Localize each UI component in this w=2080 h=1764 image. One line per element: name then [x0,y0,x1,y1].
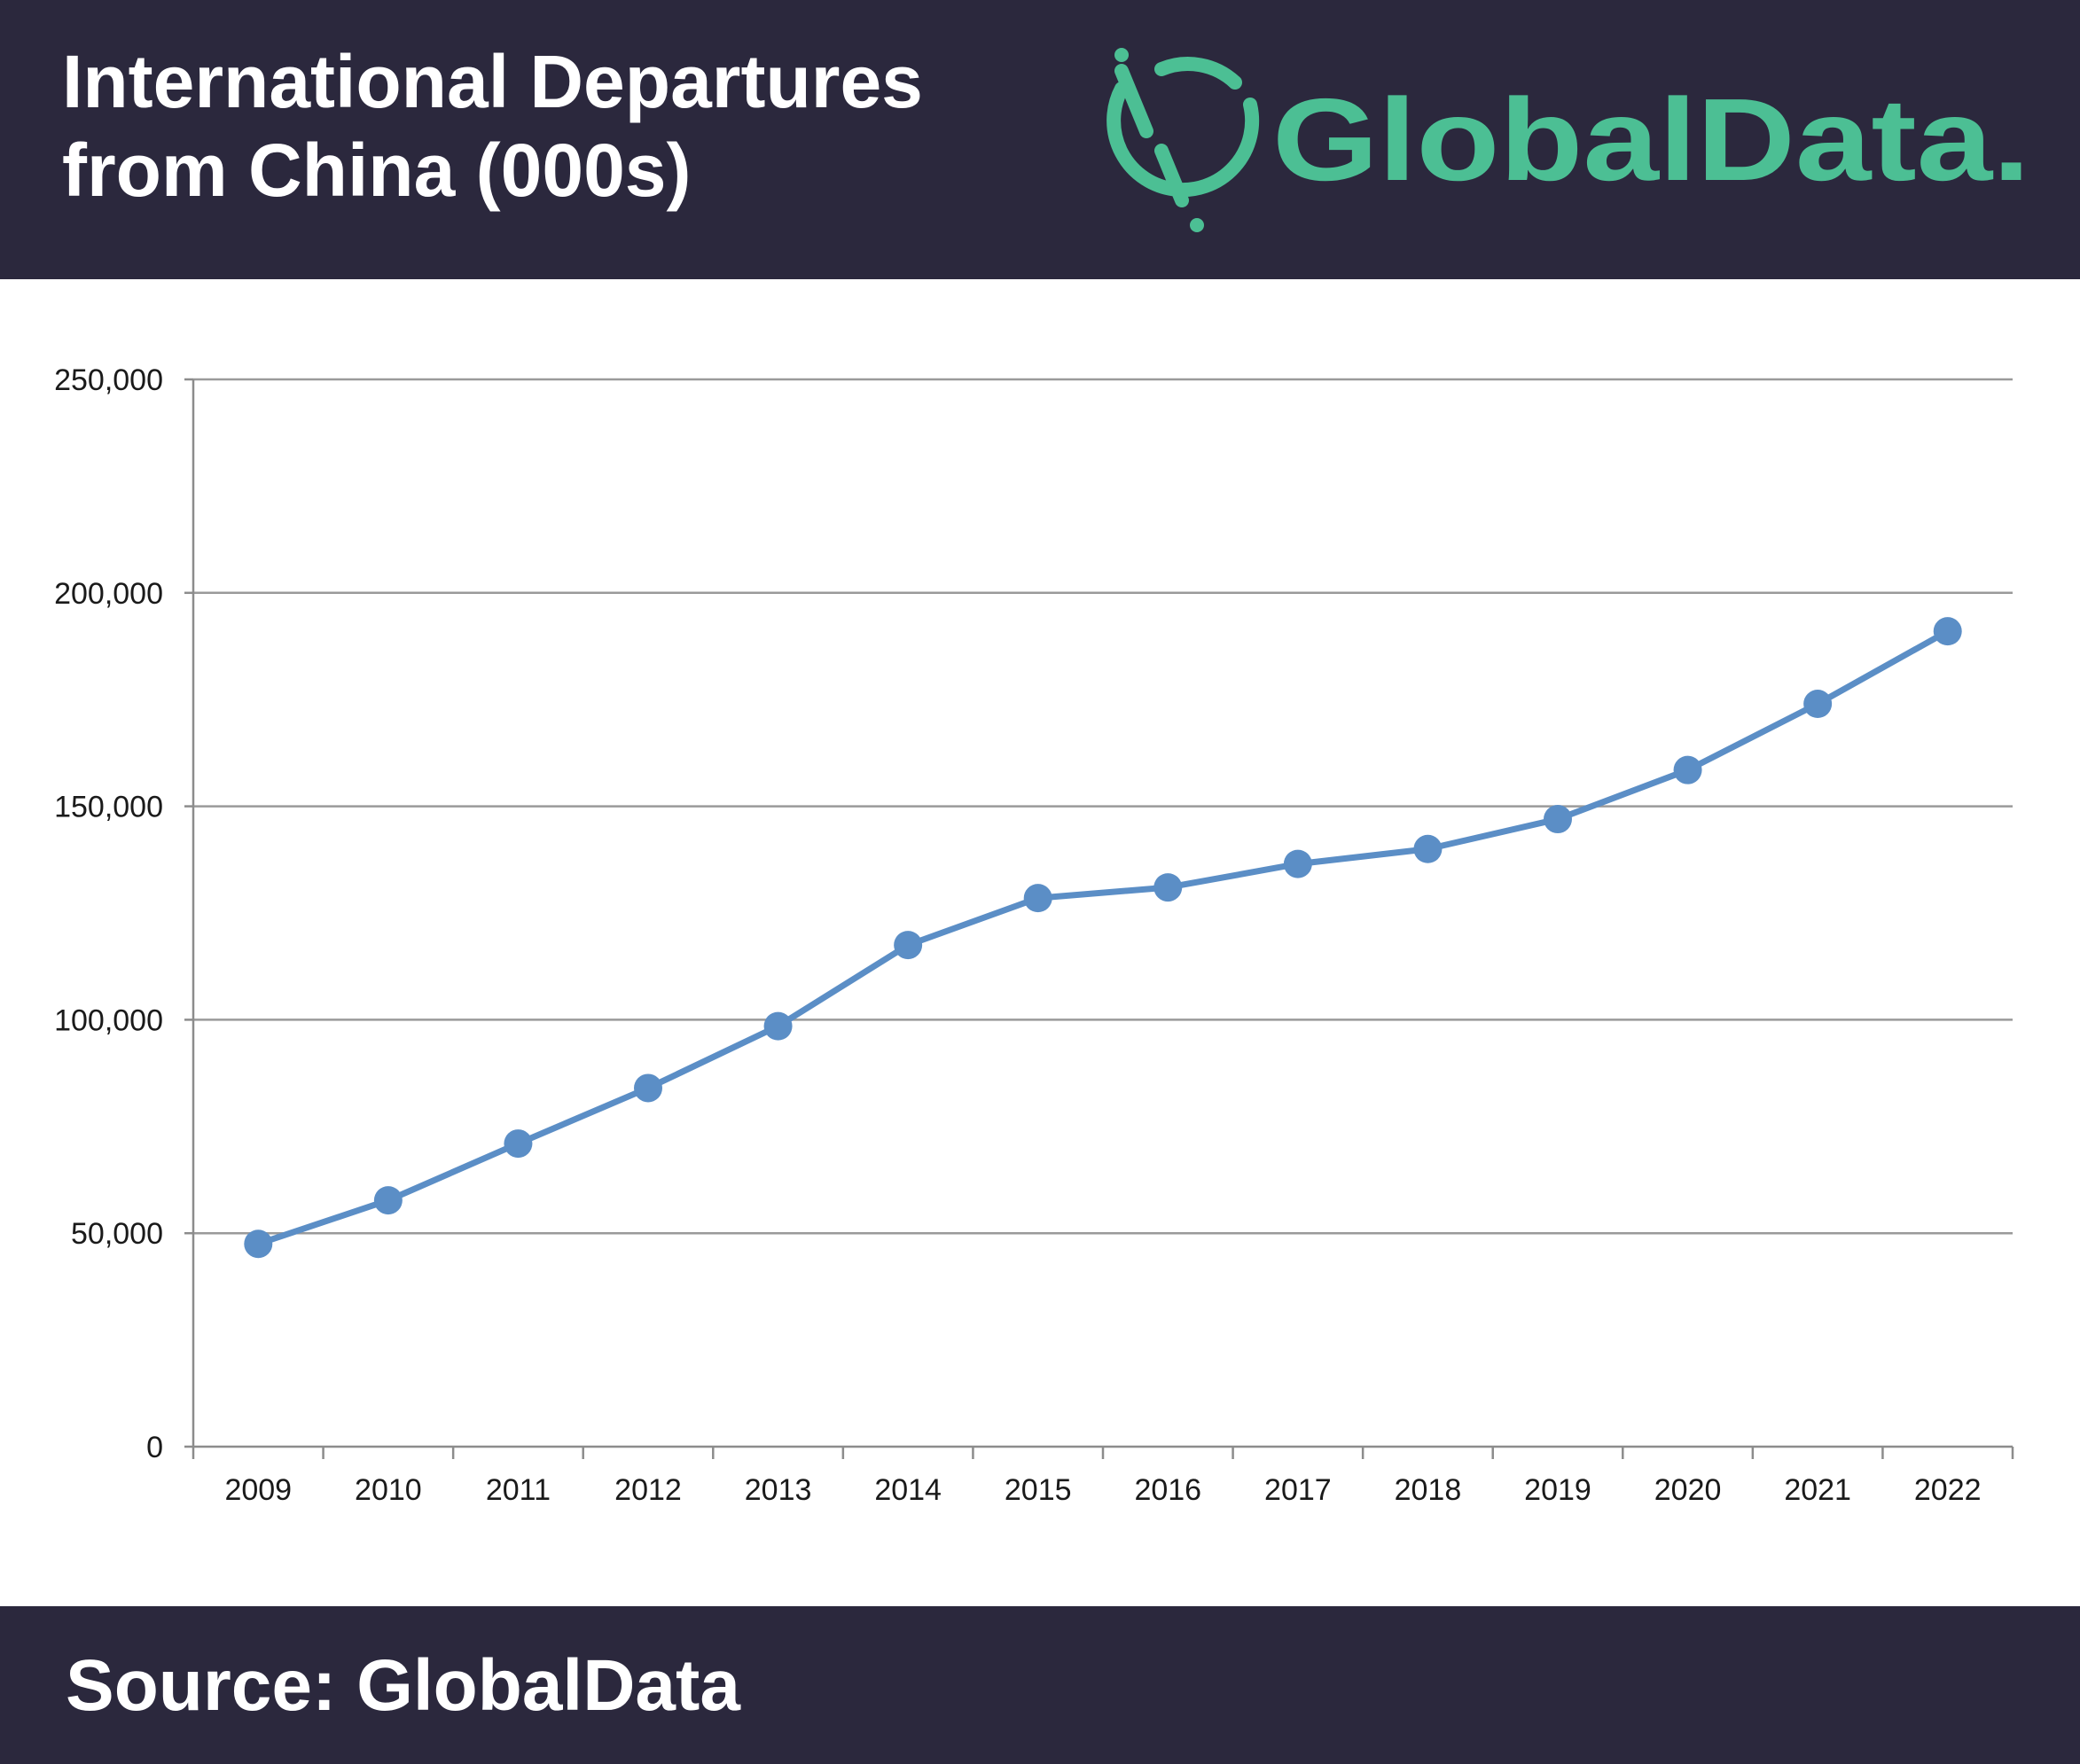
y-tick-label: 100,000 [54,1003,163,1037]
series-line [254,628,1951,1247]
line-chart: 0 50,000 100,000 150,000 200,000 250,000 2009… [54,363,2014,1507]
x-tick-label-2021: 2021 [1784,1473,1851,1507]
x-tick-label-2015: 2015 [1005,1473,1072,1507]
y-tick-label: 150,000 [54,791,163,824]
x-tick-label-2013: 2013 [745,1473,812,1507]
data-point-2013 [763,1011,793,1041]
x-tick-label-2012: 2012 [614,1473,682,1507]
data-point-2009 [244,1229,273,1259]
data-point-2010 [373,1186,403,1215]
data-point-2016 [1153,873,1183,902]
chart-title: International Departures from China (000… [62,37,1055,215]
globaldata-logo: GlobalData. [1106,48,2030,232]
data-point-2017 [1283,849,1312,878]
footer-banner: Source: GlobalData [0,1606,2080,1764]
series-departures [244,617,1962,1259]
axes [184,378,2014,1459]
x-tick-label-2018: 2018 [1395,1473,1462,1507]
data-point-2011 [504,1129,533,1159]
data-point-2015 [1023,884,1052,913]
data-point-2020 [1673,755,1702,784]
data-point-2014 [894,931,923,960]
chart-area: 0 50,000 100,000 150,000 200,000 250,000 2009… [0,279,2080,1606]
x-tick-label-2009: 2009 [224,1473,292,1507]
x-tick-label-2011: 2011 [486,1473,551,1507]
gridlines [193,378,2013,1235]
y-tick-label: 0 [146,1431,163,1464]
logo-dot-bottom [1190,218,1204,232]
x-tick-label-2022: 2022 [1914,1473,1982,1507]
x-tick-label-2017: 2017 [1264,1473,1332,1507]
x-tick-label-2010: 2010 [355,1473,422,1507]
x-tick-label-2020: 2020 [1654,1473,1722,1507]
x-tick-label-2016: 2016 [1134,1473,1201,1507]
chart-title-line-2: from China (000s) [62,129,692,212]
data-point-2021 [1803,690,1833,719]
globaldata-logo-mark [1106,57,1260,207]
x-tick-label-2014: 2014 [874,1473,942,1507]
x-tick-labels: 2009 2010 2011 2012 2013 2014 2015 2016 2017 2018… [224,1473,1981,1507]
logo-dot-top [1114,48,1129,62]
y-tick-label: 50,000 [71,1217,163,1251]
data-point-2022 [1933,617,1962,646]
data-point-2019 [1544,805,1572,834]
x-tick-label-2019: 2019 [1524,1473,1591,1507]
header-banner: International Departures from China (000… [0,0,2080,279]
data-point-2012 [634,1073,662,1103]
chart-title-line-1: International Departures [62,40,923,123]
y-tick-labels: 0 50,000 100,000 150,000 200,000 250,000 [54,363,163,1464]
y-tick-label: 200,000 [54,577,163,611]
data-point-2018 [1413,834,1443,863]
source-note: Source: GlobalData [66,1645,740,1726]
y-tick-label: 250,000 [54,363,163,397]
globaldata-logo-text: GlobalData. [1272,74,2030,205]
